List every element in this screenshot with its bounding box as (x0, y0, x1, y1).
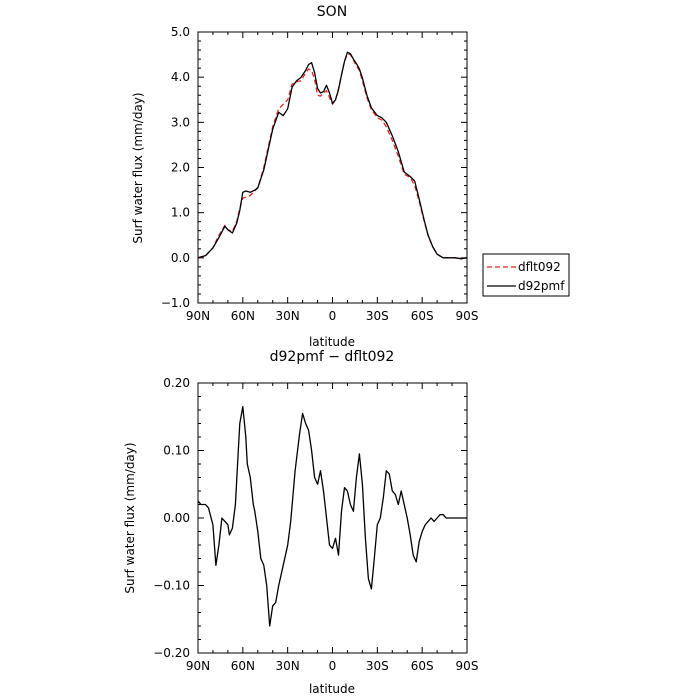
panel-son: SON 90N 60N 30N 0 30S 60S 90S −1.0 0.0 1.0 2.0 3.0 4… (131, 4, 570, 349)
x-tick-label: 30S (366, 659, 389, 673)
y-tick-label: 4.0 (171, 70, 190, 84)
series-line-d92pmf (197, 51, 468, 260)
x-tick-label: 60S (411, 309, 434, 323)
y-tick-label: −0.20 (153, 646, 190, 660)
legend: dflt092 d92pmf (482, 253, 570, 297)
y-axis-label: Surf water flux (mm/day) (131, 92, 145, 243)
y-tick-label: −1.0 (161, 296, 190, 310)
y-tick-label: 1.0 (171, 206, 190, 220)
x-tick-label: 90N (186, 659, 210, 673)
plot-area: 90N 60N 30N 0 30S 60S 90S −1.0 0.0 1.0 2.0 3.0 4.0 5.… (161, 25, 479, 323)
y-tick-label: 0.0 (171, 251, 190, 265)
y-tick-label: −0.10 (153, 579, 190, 593)
x-tick-label: 60S (411, 659, 434, 673)
x-tick-label: 60N (231, 659, 255, 673)
panel-difference: d92pmf − dflt092 90N 60N 30N 0 30S 60S 90S −0.2… (123, 349, 478, 696)
chart-title: d92pmf − dflt092 (270, 349, 395, 365)
x-tick-label: 60N (231, 309, 255, 323)
legend-label-dflt092: dflt092 (518, 260, 561, 274)
x-tick-label: 0 (329, 309, 337, 323)
y-tick-label: 2.0 (171, 161, 190, 175)
legend-label-d92pmf: d92pmf (518, 279, 565, 293)
plot-area: 90N 60N 30N 0 30S 60S 90S −0.20 −0.10 0.00 0.10 0.2… (153, 376, 478, 673)
y-tick-label: 0.20 (163, 376, 190, 390)
x-tick-label: 90N (186, 309, 210, 323)
y-tick-label: 0.10 (163, 444, 190, 458)
series-line-d92pmf-dflt092 (197, 405, 467, 627)
x-tick-label: 30N (276, 659, 300, 673)
y-tick-label: 0.00 (163, 511, 190, 525)
x-tick-label: 90S (456, 659, 479, 673)
x-axis-label: latitude (309, 682, 355, 696)
legend-box (482, 253, 570, 297)
plot-frame (197, 31, 468, 304)
y-axis-label: Surf water flux (mm/day) (123, 442, 137, 593)
x-tick-label: 90S (456, 309, 479, 323)
chart-title: SON (317, 4, 347, 20)
y-tick-label: 3.0 (171, 115, 190, 129)
y-tick-label: 5.0 (171, 25, 190, 39)
x-tick-label: 30S (366, 309, 389, 323)
x-tick-label: 30N (276, 309, 300, 323)
x-axis-label: latitude (309, 335, 355, 349)
plot-frame (197, 382, 468, 654)
x-tick-label: 0 (329, 659, 337, 673)
